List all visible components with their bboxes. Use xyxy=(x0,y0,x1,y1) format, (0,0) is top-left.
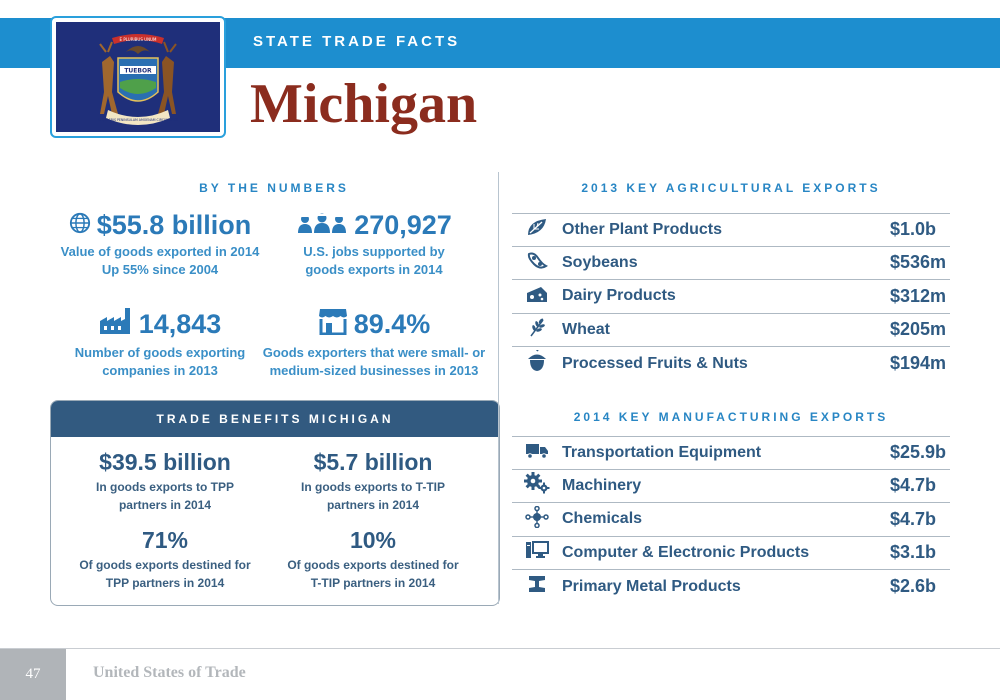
factory-icon xyxy=(99,307,133,342)
list-item: Transportation Equipment $25.9b xyxy=(512,436,950,470)
stat-jobs: 270,927 U.S. jobs supported by goods exp… xyxy=(268,210,480,279)
stat-desc-line2: companies in 2013 xyxy=(102,363,218,378)
list-item: Processed Fruits & Nuts $194m xyxy=(512,347,950,381)
list-item: Dairy Products $312m xyxy=(512,280,950,314)
export-value: $536m xyxy=(890,252,947,273)
wheat-icon xyxy=(527,316,547,343)
soybean-icon xyxy=(526,250,548,275)
gears-icon xyxy=(524,472,550,499)
export-name: Machinery xyxy=(562,476,642,494)
export-value: $25.9b xyxy=(890,442,947,463)
export-value: $4.7b xyxy=(890,508,937,529)
benefit-desc-line1: Of goods exports destined for xyxy=(287,558,459,572)
export-name: Dairy Products xyxy=(562,287,676,305)
trade-benefits-heading: TRADE BENEFITS MICHIGAN xyxy=(51,401,499,437)
export-value: $194m xyxy=(890,353,947,374)
stat-desc-line2: medium-sized businesses in 2013 xyxy=(269,363,479,378)
export-name: Primary Metal Products xyxy=(562,577,741,595)
export-name: Chemicals xyxy=(562,510,643,528)
export-value: $312m xyxy=(890,285,947,306)
list-item: Other Plant Products $1.0b xyxy=(512,213,950,247)
flag-shield-text: TUEBOR xyxy=(124,68,152,75)
benefit-desc-line2: T-TIP partners in 2014 xyxy=(310,576,436,590)
export-name: Soybeans xyxy=(562,253,638,271)
stat-desc-line1: Number of goods exporting xyxy=(74,345,246,360)
flag-ribbon-text: E PLURIBUS UNUM xyxy=(120,37,157,42)
manufacturing-exports-list: Transportation Equipment $25.9b Machiner… xyxy=(512,436,950,604)
benefit-ttip-value: $5.7 billion In goods exports to T-TIP p… xyxy=(273,449,473,514)
stat-sme-share: 89.4% Goods exporters that were small- o… xyxy=(258,307,490,380)
stat-desc-line1: Goods exporters that were small- or xyxy=(262,345,486,360)
stat-desc-line1: U.S. jobs supported by xyxy=(303,244,445,259)
export-name: Wheat xyxy=(562,320,610,338)
page-number: 47 xyxy=(0,649,66,700)
list-item: Computer & Electronic Products $3.1b xyxy=(512,537,950,570)
stat-value: 14,843 xyxy=(138,309,222,339)
stat-value: 89.4% xyxy=(353,309,431,339)
list-item: Soybeans $536m xyxy=(512,247,950,280)
flag-field: E PLURIBUS UNUM TUEBOR SI QUAERIS PENINS… xyxy=(56,22,220,132)
stat-desc-line2: Up 55% since 2004 xyxy=(101,262,219,277)
agricultural-exports-list: Other Plant Products $1.0b Soybeans $536… xyxy=(512,213,950,381)
agricultural-exports-heading: 2013 KEY AGRICULTURAL EXPORTS xyxy=(581,181,881,195)
footer-divider xyxy=(0,648,1000,649)
export-name: Computer & Electronic Products xyxy=(562,543,810,561)
stat-desc-line1: Value of goods exported in 2014 xyxy=(60,244,260,259)
export-value: $2.6b xyxy=(890,576,937,597)
page-title: Michigan xyxy=(250,73,478,135)
globe-icon xyxy=(69,210,91,241)
benefit-ttip-share: 10% Of goods exports destined for T-TIP … xyxy=(273,527,473,592)
export-name: Transportation Equipment xyxy=(562,443,762,461)
stat-export-value: $55.8 billion Value of goods exported in… xyxy=(50,210,270,279)
benefit-value: 71% xyxy=(141,527,189,553)
benefit-desc-line2: partners in 2014 xyxy=(118,498,212,512)
trade-benefits-panel: TRADE BENEFITS MICHIGAN $39.5 billion In… xyxy=(50,400,500,606)
export-value: $4.7b xyxy=(890,475,937,496)
stat-value: 270,927 xyxy=(354,210,452,240)
export-name: Other Plant Products xyxy=(562,220,723,238)
computer-icon xyxy=(525,540,549,565)
stat-desc-line2: goods exports in 2014 xyxy=(305,262,443,277)
manufacturing-exports-heading: 2014 KEY MANUFACTURING EXPORTS xyxy=(573,410,889,424)
page-subtitle: STATE TRADE FACTS xyxy=(253,33,461,50)
benefit-value: 10% xyxy=(349,527,397,553)
leaf-icon xyxy=(526,217,548,242)
nut-icon xyxy=(526,348,548,377)
flag-scroll-text: SI QUAERIS PENINSULAM AMOENAM CIRCUMSPIC… xyxy=(98,118,178,122)
by-the-numbers-heading: BY THE NUMBERS xyxy=(199,181,349,195)
export-name: Processed Fruits & Nuts xyxy=(562,354,748,372)
export-value: $3.1b xyxy=(890,542,937,563)
footer-title: United States of Trade xyxy=(93,664,246,681)
state-flag: E PLURIBUS UNUM TUEBOR SI QUAERIS PENINS… xyxy=(50,16,226,138)
workers-icon xyxy=(296,210,348,241)
stat-companies: 14,843 Number of goods exporting compani… xyxy=(50,307,270,380)
i-beam-icon xyxy=(527,574,547,599)
molecule-icon xyxy=(525,505,549,533)
list-item: Chemicals $4.7b xyxy=(512,503,950,537)
export-value: $205m xyxy=(890,319,947,340)
benefit-desc-line2: partners in 2014 xyxy=(326,498,420,512)
benefit-desc-line1: In goods exports to TPP xyxy=(95,480,234,494)
stat-value: $55.8 billion xyxy=(96,210,252,240)
list-item: Wheat $205m xyxy=(512,314,950,347)
benefit-tpp-value: $39.5 billion In goods exports to TPP pa… xyxy=(65,449,265,514)
benefit-desc-line1: In goods exports to T-TIP xyxy=(301,480,445,494)
benefit-tpp-share: 71% Of goods exports destined for TPP pa… xyxy=(65,527,265,592)
list-item: Primary Metal Products $2.6b xyxy=(512,570,950,604)
benefit-desc-line2: TPP partners in 2014 xyxy=(105,576,225,590)
truck-icon xyxy=(525,441,549,464)
michigan-seal-icon: E PLURIBUS UNUM TUEBOR SI QUAERIS PENINS… xyxy=(98,34,178,125)
export-value: $1.0b xyxy=(890,219,937,240)
storefront-icon xyxy=(318,307,348,342)
cheese-icon xyxy=(525,284,549,309)
column-divider xyxy=(498,172,499,604)
benefit-desc-line1: Of goods exports destined for xyxy=(79,558,251,572)
benefit-value: $5.7 billion xyxy=(313,449,433,475)
benefit-value: $39.5 billion xyxy=(99,449,231,475)
list-item: Machinery $4.7b xyxy=(512,470,950,503)
